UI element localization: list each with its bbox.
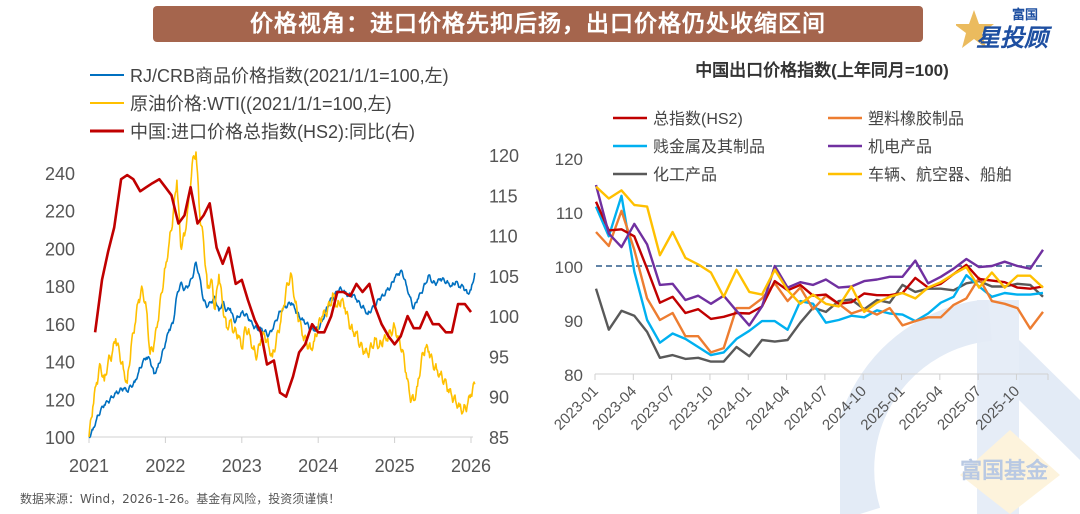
- left-chart-legend: RJ/CRB商品价格指数(2021/1/1=100,左) 原油价格:WTI((20…: [90, 66, 449, 142]
- legend-label: 原油价格:WTI((2021/1/1=100,左): [130, 94, 392, 114]
- series-line-wti: [88, 151, 476, 438]
- right-chart-axes: 80901001101202023-012023-042023-072023-1…: [551, 150, 1049, 434]
- series-line-total: [594, 201, 1044, 321]
- y-right-tick-label: 100: [489, 307, 519, 327]
- brand-logo: 富国 星投顾: [956, 7, 1053, 52]
- y-tick-label: 80: [564, 366, 583, 385]
- series-line-mech: [594, 184, 1044, 327]
- right-chart-series: [594, 184, 1044, 363]
- y-right-tick-label: 115: [489, 186, 518, 206]
- x-tick-label: 2024: [298, 456, 338, 476]
- y-left-tick-label: 180: [45, 277, 75, 297]
- y-left-tick-label: 160: [45, 315, 75, 335]
- y-right-tick-label: 105: [489, 267, 519, 287]
- legend-label: RJ/CRB商品价格指数(2021/1/1=100,左): [130, 66, 449, 86]
- y-tick-label: 110: [556, 204, 583, 223]
- series-line-metal: [594, 194, 1044, 357]
- logo-big-text: 星投顾: [976, 25, 1053, 52]
- series-line-vehicle: [595, 185, 1044, 314]
- footer-source-note: 数据来源：Wind，2026-1-26。基金有风险，投资须谨慎！: [20, 492, 341, 506]
- x-tick-label: 2025: [375, 456, 415, 476]
- y-left-tick-label: 100: [45, 428, 75, 448]
- x-tick-label: 2026: [451, 456, 491, 476]
- x-tick-label: 2022: [145, 456, 185, 476]
- left-chart: RJ/CRB商品价格指数(2021/1/1=100,左) 原油价格:WTI((20…: [45, 66, 519, 476]
- x-tick-label: 2021: [69, 456, 109, 476]
- y-tick-label: 120: [555, 150, 583, 169]
- series-line-plastic: [595, 209, 1044, 354]
- y-right-tick-label: 120: [489, 146, 519, 166]
- y-left-tick-label: 240: [45, 164, 75, 184]
- y-tick-label: 100: [555, 258, 583, 277]
- series-line-import-price-index: [93, 173, 473, 399]
- star-icon: [956, 10, 994, 48]
- y-right-tick-label: 85: [489, 428, 509, 448]
- watermark-text: 富国基金: [960, 458, 1049, 483]
- series-line-chem: [594, 279, 1044, 363]
- legend-label: 化工产品: [653, 166, 717, 184]
- y-left-tick-label: 200: [45, 239, 75, 259]
- x-tick-label: 2023: [222, 456, 262, 476]
- legend-label: 中国:进口价格总指数(HS2):同比(右): [130, 122, 415, 142]
- watermark-logo: 富国基金: [840, 300, 1080, 514]
- y-left-tick-label: 120: [45, 390, 75, 410]
- right-chart: 中国出口价格指数(上年同月=100) 总指数(HS2) 塑料橡胶制品贱金属及其制品…: [551, 60, 1049, 434]
- y-left-tick-label: 220: [45, 202, 75, 222]
- legend-label: 总指数(HS2): [653, 110, 743, 128]
- left-chart-series: [88, 151, 476, 439]
- legend-label: 机电产品: [868, 138, 932, 156]
- y-right-tick-label: 95: [489, 347, 509, 367]
- y-left-tick-label: 140: [45, 353, 75, 373]
- logo-small-text: 富国: [1012, 7, 1038, 22]
- left-chart-axes: 2021 2022 2023 2024 2025 2026 100 120 140 160 180 2…: [45, 146, 519, 476]
- y-right-tick-label: 90: [489, 388, 509, 408]
- page-title: 价格视角：进口价格先抑后扬，出口价格仍处收缩区间: [153, 6, 923, 42]
- legend-label: 塑料橡胶制品: [868, 110, 964, 128]
- right-chart-title: 中国出口价格指数(上年同月=100): [695, 60, 949, 80]
- y-tick-label: 90: [564, 312, 583, 331]
- y-right-tick-label: 110: [489, 227, 518, 247]
- legend-label: 贱金属及其制品: [653, 138, 765, 156]
- legend-label: 车辆、航空器、船舶: [868, 166, 1012, 184]
